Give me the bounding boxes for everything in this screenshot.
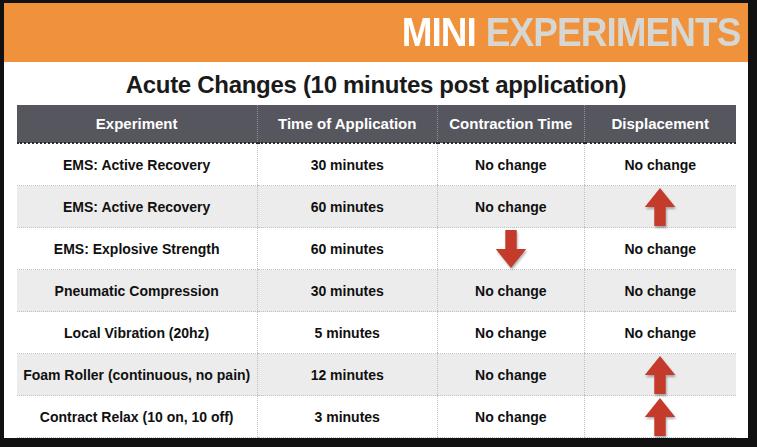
table-row: Foam Roller (continuous, no pain)12 minu… xyxy=(17,354,736,396)
table-cell: Contract Relax (10 on, 10 off) xyxy=(17,396,258,438)
table-cell: No change xyxy=(585,228,736,270)
table-cell: No change xyxy=(437,354,584,396)
table-row: EMS: Active Recovery60 minutesNo change xyxy=(17,186,736,228)
table-row: Contract Relax (10 on, 10 off)3 minutesN… xyxy=(17,396,736,438)
column-header: Time of Application xyxy=(257,105,437,143)
table-row: Pneumatic Compression30 minutesNo change… xyxy=(17,270,736,312)
table-cell: EMS: Active Recovery xyxy=(17,186,258,228)
slide-frame: MINI EXPERIMENTS Acute Changes (10 minut… xyxy=(0,0,757,447)
experiments-table: ExperimentTime of ApplicationContraction… xyxy=(17,105,736,438)
table-body: EMS: Active Recovery30 minutesNo changeN… xyxy=(17,143,736,438)
table-cell: 60 minutes xyxy=(257,186,437,228)
table-cell: 30 minutes xyxy=(257,143,437,186)
banner: MINI EXPERIMENTS xyxy=(4,3,748,62)
slide-content: Acute Changes (10 minutes post applicati… xyxy=(4,71,748,438)
table-row: Local Vibration (20hz)5 minutesNo change… xyxy=(17,312,736,354)
banner-title: MINI EXPERIMENTS xyxy=(401,12,740,53)
column-header: Displacement xyxy=(585,105,736,143)
arrow-up-icon xyxy=(585,186,736,228)
table-cell: Local Vibration (20hz) xyxy=(17,312,258,354)
table-cell: No change xyxy=(437,143,584,186)
table-cell: 30 minutes xyxy=(257,270,437,312)
table-cell: No change xyxy=(585,270,736,312)
column-header: Experiment xyxy=(17,105,258,143)
column-header: Contraction Time xyxy=(437,105,584,143)
table-cell: 12 minutes xyxy=(257,354,437,396)
table-header-row: ExperimentTime of ApplicationContraction… xyxy=(17,105,736,143)
table-cell: No change xyxy=(437,186,584,228)
table-cell: 3 minutes xyxy=(257,396,437,438)
table-cell: No change xyxy=(437,312,584,354)
table-cell: No change xyxy=(437,270,584,312)
table-cell: EMS: Active Recovery xyxy=(17,143,258,186)
table-row: EMS: Active Recovery30 minutesNo changeN… xyxy=(17,143,736,186)
table-cell: No change xyxy=(585,312,736,354)
arrow-up-icon xyxy=(585,354,736,396)
table-cell: Pneumatic Compression xyxy=(17,270,258,312)
table-row: EMS: Explosive Strength60 minutes No chan… xyxy=(17,228,736,270)
banner-title-primary: MINI xyxy=(401,12,475,53)
page-title: Acute Changes (10 minutes post applicati… xyxy=(4,71,748,99)
table-cell: EMS: Explosive Strength xyxy=(17,228,258,270)
arrow-up-icon xyxy=(585,396,736,438)
banner-title-secondary: EXPERIMENTS xyxy=(485,12,740,53)
table-cell: No change xyxy=(585,143,736,186)
table-cell: 5 minutes xyxy=(257,312,437,354)
table-cell: Foam Roller (continuous, no pain) xyxy=(17,354,258,396)
table-cell: 60 minutes xyxy=(257,228,437,270)
arrow-down-icon xyxy=(437,228,584,270)
table-cell: No change xyxy=(437,396,584,438)
